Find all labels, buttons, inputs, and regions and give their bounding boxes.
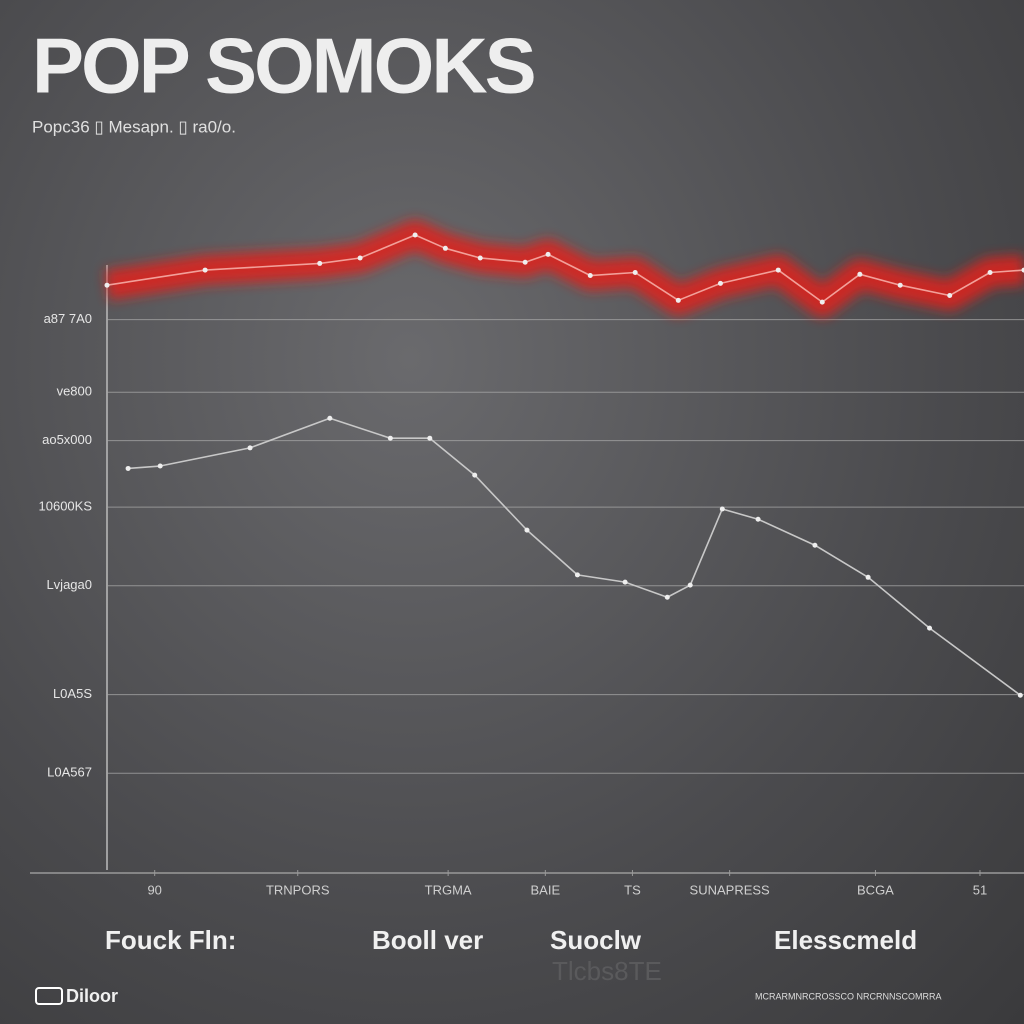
point — [857, 271, 863, 277]
point — [357, 255, 363, 261]
x-tick-label: BCGA — [857, 882, 894, 897]
point — [387, 435, 393, 441]
point — [327, 415, 333, 421]
line — [128, 417, 1021, 696]
point — [755, 516, 761, 522]
point — [632, 269, 638, 275]
x-tick-label: TRNPORS — [266, 882, 330, 897]
point — [1017, 692, 1023, 698]
point — [125, 465, 131, 471]
point — [472, 472, 478, 478]
point — [687, 582, 693, 588]
point — [865, 574, 871, 580]
x-tick-label: 51 — [973, 882, 987, 897]
annotation: Fouck Fln: — [105, 925, 236, 955]
point — [812, 542, 818, 548]
y-tick-label: ao5x000 — [42, 432, 92, 447]
point — [897, 282, 903, 288]
logo-icon — [35, 987, 63, 1005]
point — [157, 463, 163, 469]
point — [522, 259, 528, 265]
annotation: Suoclw — [550, 925, 642, 955]
point — [202, 267, 208, 273]
point — [477, 255, 483, 261]
point — [247, 445, 253, 451]
point — [442, 245, 448, 251]
point — [947, 292, 953, 298]
y-tick-label: L0A5S — [53, 686, 92, 701]
y-tick-label: ve800 — [57, 384, 92, 399]
x-tick-label: TS — [624, 882, 641, 897]
point — [664, 594, 670, 600]
y-tick-label: a87 7A0 — [44, 311, 92, 326]
line — [106, 234, 1024, 303]
annotation: Elesscmeld — [774, 925, 917, 955]
y-tick-label: 10600KS — [39, 499, 93, 514]
point — [717, 280, 723, 286]
point — [775, 267, 781, 273]
point — [622, 579, 628, 585]
annotation: MCRARMNRCROSSCO NRCRNNSCOMRRA — [755, 991, 942, 1001]
y-tick-label: L0A567 — [47, 765, 92, 780]
point — [574, 572, 580, 578]
point — [524, 527, 530, 533]
point — [1021, 267, 1024, 273]
x-tick-label: 90 — [147, 882, 161, 897]
point — [719, 506, 725, 512]
annotation: Diloor — [66, 986, 118, 1006]
x-tick-label: TRGMA — [425, 882, 472, 897]
chart-subtitle: Popc36 ▯ Mesapn. ▯ ra0/o. — [32, 117, 236, 136]
x-tick-label: SUNAPRESS — [690, 882, 771, 897]
point — [675, 297, 681, 303]
point — [104, 282, 110, 288]
annotation: Tlcbs8TE — [552, 956, 662, 986]
point — [987, 269, 993, 275]
plot: a87 7A0 ve800 ao5x000 10600KS Lvjaga0 L0A5S L0… — [39, 220, 1024, 897]
point — [545, 251, 551, 257]
point — [317, 260, 323, 266]
point — [927, 625, 933, 631]
chart-title: POP SOMOKS — [32, 22, 534, 110]
x-tick-label: BAIE — [531, 882, 561, 897]
point — [427, 435, 433, 441]
y-tick-label: Lvjaga0 — [46, 577, 92, 592]
annotation: Booll ver — [372, 925, 483, 955]
point — [819, 299, 825, 305]
point — [412, 232, 418, 238]
point — [587, 273, 593, 279]
